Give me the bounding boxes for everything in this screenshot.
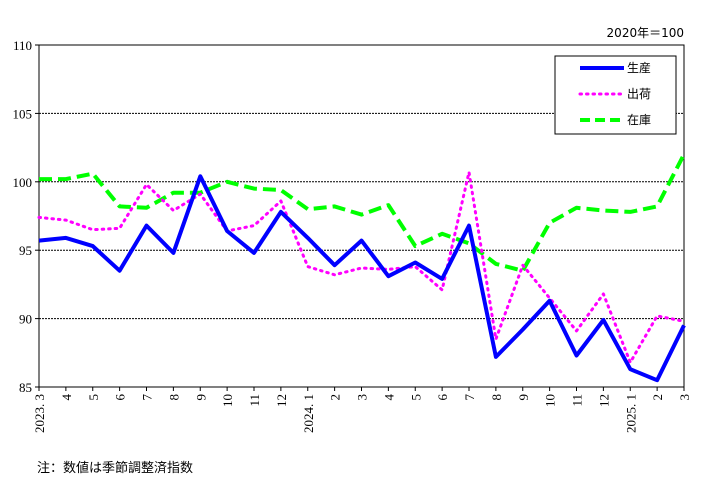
x-tick-label-4: 7 — [140, 394, 155, 401]
y-tick-label-85: 85 — [19, 380, 32, 395]
x-tick-label-18: 9 — [516, 394, 531, 401]
series-lines — [37, 153, 686, 383]
y-tick-label-110: 110 — [13, 38, 32, 53]
legend-label-2: 在庫 — [627, 113, 651, 127]
y-tick-label-90: 90 — [19, 312, 32, 327]
x-tick-label-23: 2 — [650, 394, 665, 401]
x-tick-label-17: 8 — [489, 394, 504, 401]
x-tick-label-13: 4 — [381, 394, 396, 401]
x-tick-label-12: 3 — [355, 394, 370, 401]
x-tick-label-1: 4 — [59, 394, 74, 401]
x-tick-label-9: 12 — [274, 394, 289, 407]
x-tick-label-15: 6 — [435, 394, 450, 401]
x-tick-label-22: 2025. 1 — [623, 394, 638, 433]
series-line-1 — [37, 170, 686, 364]
y-tick-label-95: 95 — [19, 243, 32, 258]
x-tick-label-6: 9 — [193, 394, 208, 401]
series-line-0 — [38, 174, 686, 383]
x-tick-label-11: 2 — [328, 394, 343, 401]
x-tick-label-24: 3 — [677, 394, 692, 401]
x-tick-label-7: 10 — [220, 394, 235, 407]
x-tick-label-3: 6 — [113, 394, 128, 401]
x-tick-label-8: 11 — [247, 394, 262, 407]
x-tick-label-10: 2024. 1 — [301, 394, 316, 433]
x-tick-label-19: 10 — [543, 394, 558, 407]
x-tick-label-2: 5 — [86, 394, 101, 401]
series-line-2 — [39, 153, 686, 273]
x-tick-label-16: 7 — [462, 394, 477, 401]
legend-label-1: 出荷 — [627, 87, 651, 101]
base-note: 2020年＝100 — [607, 26, 684, 40]
x-tick-label-20: 11 — [570, 394, 585, 407]
x-tick-label-5: 8 — [166, 394, 181, 401]
y-tick-label-105: 105 — [13, 106, 33, 121]
x-tick-label-21: 12 — [596, 394, 611, 407]
y-tick-label-100: 100 — [13, 175, 33, 190]
footnote: 注：数値は季節調整済指数 — [37, 461, 194, 476]
legend-label-0: 生産 — [627, 60, 651, 75]
x-tick-label-14: 5 — [408, 394, 423, 401]
x-tick-label-0: 2023. 3 — [32, 394, 47, 433]
